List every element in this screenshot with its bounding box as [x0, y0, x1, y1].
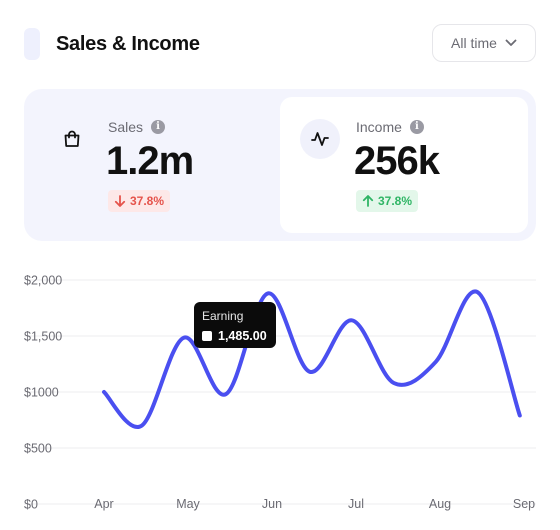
x-tick-label: Aug [429, 497, 451, 511]
sales-label-text: Sales [108, 119, 144, 135]
income-change-value: 37.8% [378, 194, 413, 208]
activity-icon [300, 119, 340, 159]
arrow-up-icon [362, 195, 374, 207]
info-icon[interactable]: i [151, 120, 166, 134]
sales-change-badge: 37.8% [108, 190, 171, 212]
income-label: Income i [356, 119, 424, 135]
sales-label: Sales i [108, 119, 166, 135]
series-line [102, 289, 522, 429]
header: Sales & Income All time [24, 24, 536, 64]
sales-value: 1.2m [106, 139, 194, 183]
period-select[interactable]: All time [432, 24, 536, 62]
y-tick-label: $0 [24, 498, 38, 512]
shopping-bag-icon [52, 119, 92, 159]
x-tick-label: Sep [513, 497, 535, 511]
stats-panel: Sales i 1.2m 37.8% Income i 256k 37.8% [24, 89, 536, 241]
tooltip-value: 1,485.00 [218, 329, 267, 343]
x-tick-label: Apr [94, 497, 113, 511]
x-tick-label: May [176, 497, 200, 511]
sales-card[interactable]: Sales i 1.2m 37.8% [32, 97, 280, 233]
earnings-line-chart: $0 $500 $1000 $1,500 $2,000 Apr May Jun Jul Aug Se… [24, 274, 536, 512]
tooltip-swatch [202, 331, 212, 341]
chart-tooltip: Earning 1,485.00 [194, 302, 276, 348]
income-value: 256k [354, 139, 440, 183]
y-tick-label: $1000 [24, 386, 59, 400]
y-tick-label: $2,000 [24, 274, 62, 288]
arrow-down-icon [114, 195, 126, 207]
income-change-badge: 37.8% [356, 190, 419, 212]
sales-change-value: 37.8% [130, 194, 165, 208]
page-title: Sales & Income [56, 33, 200, 55]
income-card[interactable]: Income i 256k 37.8% [280, 97, 528, 233]
y-tick-label: $500 [24, 442, 52, 456]
x-tick-label: Jul [348, 497, 364, 511]
chevron-down-icon [505, 39, 517, 46]
tooltip-row: 1,485.00 [202, 329, 268, 343]
period-select-label: All time [451, 35, 497, 51]
info-icon[interactable]: i [409, 120, 424, 134]
x-tick-label: Jun [262, 497, 282, 511]
header-accent [24, 28, 40, 60]
y-tick-label: $1,500 [24, 330, 62, 344]
tooltip-title: Earning [202, 309, 244, 323]
income-label-text: Income [356, 119, 402, 135]
